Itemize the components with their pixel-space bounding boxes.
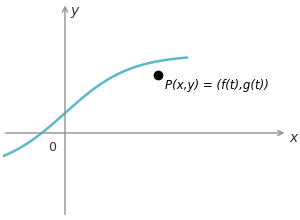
Text: x: x xyxy=(290,131,298,145)
Text: P(x,y) = (f(t),g(t)): P(x,y) = (f(t),g(t)) xyxy=(165,79,269,92)
Text: y: y xyxy=(70,4,79,18)
Text: 0: 0 xyxy=(48,141,56,154)
